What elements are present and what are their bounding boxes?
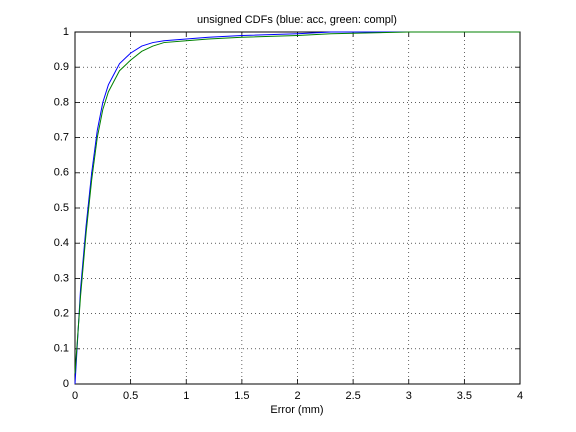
y-tick-label: 0.1 [54, 343, 69, 355]
x-tick-label: 0 [72, 390, 78, 402]
y-tick-label: 0 [63, 378, 69, 390]
x-tick-label: 4 [517, 390, 523, 402]
x-tick-label: 0.5 [123, 390, 138, 402]
y-tick-label: 0.3 [54, 272, 69, 284]
x-tick-label: 1 [183, 390, 189, 402]
y-tick-label: 0.6 [54, 167, 69, 179]
y-tick-label: 0.9 [54, 61, 69, 73]
x-tick-label: 2.5 [345, 390, 360, 402]
y-tick-label: 0.5 [54, 202, 69, 214]
y-tick-label: 0.2 [54, 308, 69, 320]
y-tick-label: 1 [63, 26, 69, 38]
y-tick-label: 0.4 [54, 237, 69, 249]
x-axis-label: Error (mm) [270, 404, 323, 416]
y-tick-label: 0.8 [54, 96, 69, 108]
chart-title: unsigned CDFs (blue: acc, green: compl) [197, 14, 397, 26]
y-tick-label: 0.7 [54, 132, 69, 144]
series-line [74, 31, 520, 385]
x-tick-label: 3.5 [457, 390, 472, 402]
x-tick-label: 2 [294, 390, 300, 402]
series-line [74, 31, 520, 374]
x-tick-label: 3 [406, 390, 412, 402]
x-tick-label: 1.5 [234, 390, 249, 402]
